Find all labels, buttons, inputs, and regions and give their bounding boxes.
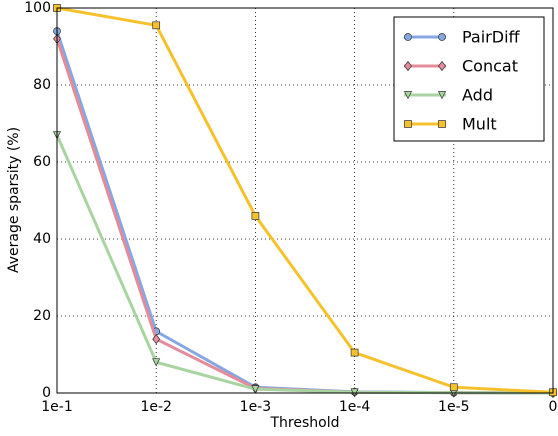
marker	[449, 383, 458, 392]
marker	[403, 91, 413, 100]
marker	[251, 385, 260, 394]
legend-label: Mult	[462, 115, 497, 134]
y-tick-label: 60	[33, 154, 51, 170]
y-tick-label: 0	[42, 385, 51, 401]
x-tick-label: 0	[549, 399, 558, 415]
marker	[404, 60, 412, 72]
marker	[438, 120, 446, 128]
plot-frame	[56, 7, 554, 394]
marker	[438, 60, 446, 72]
y-tick-label: 40	[33, 231, 51, 247]
marker	[251, 212, 260, 220]
marker	[404, 120, 412, 128]
x-tick-label: 1e-1	[41, 399, 72, 415]
marker	[404, 33, 412, 41]
x-tick-label: 1e-4	[339, 399, 371, 415]
x-tick-label: 1e-2	[140, 399, 171, 415]
legend-label: PairDiff	[462, 28, 521, 47]
y-tick-label: 80	[33, 77, 51, 93]
marker	[350, 348, 359, 357]
marker	[438, 33, 446, 41]
x-axis-label: Threshold	[270, 415, 340, 431]
x-tick-label: 1e-5	[438, 399, 469, 415]
marker	[350, 388, 359, 397]
marker	[152, 334, 161, 345]
legend-label: Concat	[462, 57, 518, 76]
marker	[152, 358, 161, 367]
marker	[437, 91, 447, 100]
marker	[152, 21, 161, 30]
y-axis-label: Average sparsity (%)	[6, 127, 22, 273]
y-tick-label: 20	[33, 308, 51, 324]
legend-label: Add	[462, 86, 493, 105]
y-tick-label: 100	[24, 0, 51, 16]
x-tick-label: 1e-3	[240, 399, 271, 415]
series-line	[56, 6, 554, 394]
